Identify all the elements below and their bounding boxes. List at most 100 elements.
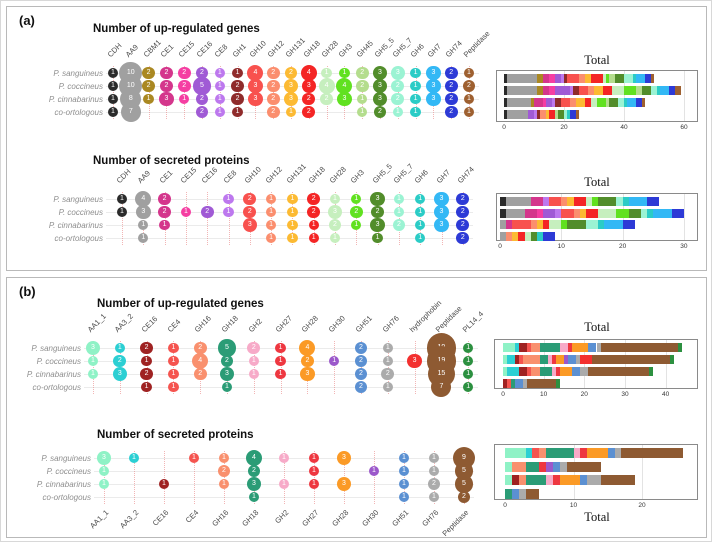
bubble-GH6: 1 <box>415 193 426 205</box>
bubble-GH12: 2 <box>266 66 280 80</box>
column-label: GH131 <box>283 35 307 59</box>
bubble-GH27: 1 <box>275 342 286 354</box>
total-bar-segment-GH28 <box>598 208 617 218</box>
column-dotted-gridline <box>219 66 221 119</box>
column-label: AA9 <box>135 168 153 185</box>
bubble-GH7: 3 <box>426 91 441 107</box>
total-bar-segment-GH76 <box>559 461 567 472</box>
column-dotted-gridline <box>334 341 336 394</box>
total-bar-segment-AA9 <box>507 110 528 119</box>
bubble-AA9: 4 <box>135 190 152 208</box>
total-bar-segment-GH45 <box>555 110 558 119</box>
total-bar-segment-CE16 <box>555 86 570 95</box>
column-label: GH6 <box>412 167 431 185</box>
bubble-GH3: 1 <box>351 193 362 205</box>
column-label: GH28 <box>327 164 348 185</box>
total-title: Total <box>584 320 610 334</box>
bubble-GH16: 2 <box>217 464 231 478</box>
total-bar-segment-GH18 <box>539 355 548 364</box>
column-label: AA1_1 <box>88 508 111 531</box>
bubble-GH28: 4 <box>318 77 335 95</box>
column-label: GH5_5 <box>370 161 394 185</box>
total-bar-segment-AA3_2 <box>507 367 520 376</box>
total-bar-segment-CDH <box>504 98 507 107</box>
bubble-GH16: 2 <box>193 367 207 381</box>
total-bar-segment-GH18 <box>542 220 550 229</box>
total-bar-segment-GH74 <box>645 74 651 83</box>
column-dotted-gridline <box>468 341 470 394</box>
column-label: GH7 <box>434 167 452 185</box>
total-bar-segment-AA1_1 <box>503 367 508 376</box>
total-bar-segment-GH45 <box>606 98 609 107</box>
bubble-GH28: 4 <box>299 339 316 357</box>
bubble-CE15: 2 <box>177 79 191 93</box>
column-label: GH2 <box>246 316 264 334</box>
bubble-CE15: 1 <box>179 93 190 105</box>
bubble-GH27: 1 <box>308 452 320 464</box>
total-bar-segment-GH3 <box>606 74 609 83</box>
column-dotted-gridline <box>113 66 114 119</box>
total-bar-segment-CE4 <box>527 343 532 352</box>
bubble-AA9: 1 <box>138 219 149 231</box>
bubble-GH10: 3 <box>248 78 263 94</box>
total-bar-segment-CE4 <box>507 379 512 388</box>
total-bar-segment-GH3 <box>597 98 606 107</box>
total-bar-segment-GH131 <box>546 110 549 119</box>
bubble-GH18: 3 <box>301 78 317 94</box>
bubble-GH51: 2 <box>354 380 368 394</box>
total-bar-segment-GH6 <box>647 208 654 218</box>
bubble-GH131: 1 <box>287 232 298 244</box>
total-bar-segment-Peptidase <box>527 379 556 388</box>
column-dotted-gridline <box>314 451 315 504</box>
total-bar-segment-GH16 <box>531 343 540 352</box>
bubble-CE1: 2 <box>158 205 171 219</box>
total-bar-segment-Peptidase <box>576 110 579 119</box>
column-dotted-gridline <box>462 192 464 245</box>
bubble-AA1_1: 1 <box>87 368 99 380</box>
bubble-CDH: 1 <box>116 193 128 205</box>
panel-b-label: (b) <box>19 284 36 299</box>
bubble-GH131: 3 <box>283 78 299 94</box>
panel-a-label: (a) <box>19 13 35 28</box>
row-label: P. cinnabarinus <box>36 479 91 489</box>
total-bar-segment-CE8 <box>542 197 550 206</box>
bubble-CE4: 1 <box>188 452 200 464</box>
column-label: GH30 <box>326 313 348 334</box>
total-bar-segment-CBM1 <box>531 98 534 107</box>
total-bar-segment-GH27 <box>551 355 556 364</box>
row-label: P. cinnabarinus <box>26 369 81 379</box>
total-bar-segment-GH16 <box>511 461 526 472</box>
total-bar-segment-CE8 <box>570 86 573 95</box>
column-dotted-gridline <box>164 192 166 245</box>
total-bar-segment-AA9 <box>500 231 507 241</box>
total-bar-segment-GH6 <box>633 74 636 83</box>
total-bar-segment-AA9 <box>507 98 531 107</box>
bubble-GH5_5: 2 <box>373 105 387 119</box>
bubble-Peptidase: 2 <box>462 79 476 93</box>
bubble-CE4: 1 <box>168 342 179 354</box>
total-bar-segment-GH5_7 <box>651 86 657 95</box>
bubble-CE16: 2 <box>195 105 209 119</box>
total-bar-segment-GH51 <box>568 355 577 364</box>
total-bar-segment-GH76 <box>518 488 526 499</box>
bubble-GH74: 2 <box>444 79 458 93</box>
total-bar-segment-GH131 <box>567 197 574 206</box>
total-bar-segment-GH131 <box>536 220 543 229</box>
bubble-GH18: 5 <box>218 339 236 357</box>
row-label: P. sanguineus <box>41 453 91 463</box>
total-bar-segment-GH18 <box>585 98 591 107</box>
total-bar-segment-GH30 <box>546 461 553 472</box>
bubble-PL14_4: 1 <box>463 342 474 354</box>
bubble-CBM1: 2 <box>142 79 155 93</box>
bubble-GH5_7: 2 <box>392 218 406 232</box>
total-bar-segment-CE16 <box>503 379 508 388</box>
total-bar-segment-GH27 <box>555 367 560 376</box>
column-dotted-gridline <box>313 192 315 245</box>
total-bar-segment-Peptidase <box>621 448 684 458</box>
column-label: GH74 <box>443 38 465 59</box>
total-bar-segment-GH6 <box>624 98 627 107</box>
column-label: GH45 <box>354 38 376 59</box>
total-bar-segment-GH28 <box>572 343 589 352</box>
total-bar-segment-GH18 <box>525 461 540 472</box>
bubble-GH45: 2 <box>355 66 369 80</box>
